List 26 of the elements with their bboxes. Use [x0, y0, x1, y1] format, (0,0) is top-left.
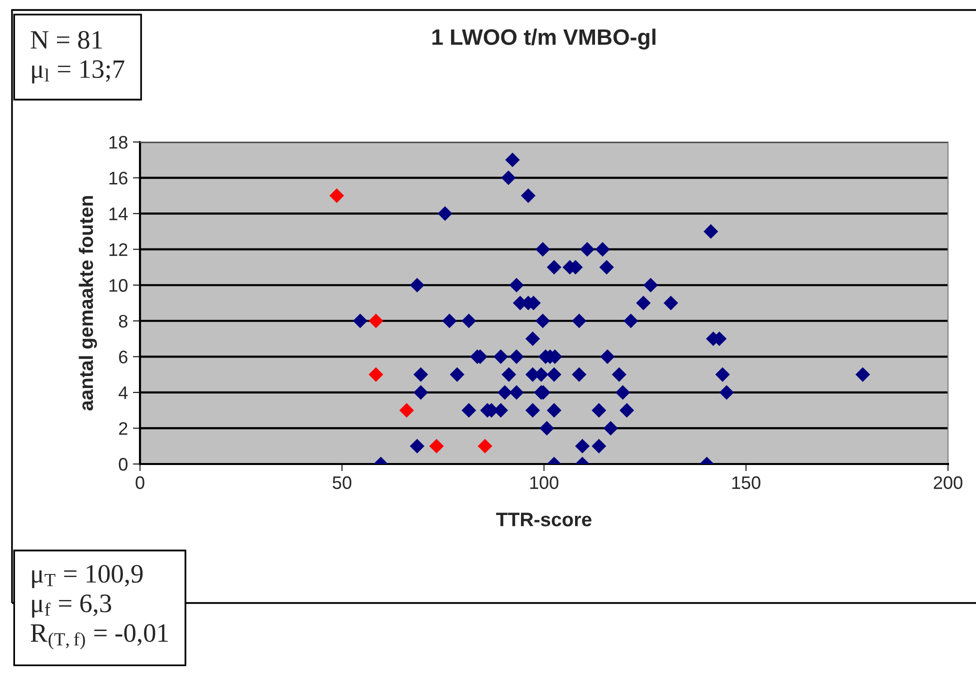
point	[399, 403, 414, 418]
x-tick-label: 150	[732, 476, 760, 490]
y-tick-label: 2	[119, 422, 128, 435]
text: μ$_{T}$ = 100,9 μ$_{f}$ = 6,3 R$_{(T,f)}$ = -0,01	[30, 564, 168, 650]
text: N = 81 μ$_{l}$ = 13;7	[30, 30, 124, 84]
point	[368, 314, 384, 328]
y-axis-title: aantal gemaakte fouten	[78, 196, 97, 410]
x-tick-label: 0	[136, 476, 144, 490]
y-tick-label: 12	[109, 243, 128, 256]
point	[368, 367, 384, 382]
point	[329, 188, 344, 203]
y-tick-label: 16	[109, 172, 128, 184]
x-axis-title: TTR-score	[496, 512, 592, 526]
x-tick-label: 100	[530, 476, 558, 490]
y-tick-label: 6	[119, 350, 128, 364]
y-tick-label: 10	[109, 279, 128, 292]
point	[429, 438, 444, 454]
x-tick-label: 50	[332, 476, 352, 490]
point	[478, 438, 492, 454]
y-tick-label: 4	[118, 386, 128, 399]
y-tick-label: 14	[109, 208, 128, 220]
y-tick-label: 18	[109, 136, 128, 149]
y-tick-label: 0	[118, 458, 128, 471]
chart-title: 1 LWOO t/m VMBO-gl	[432, 28, 656, 50]
x-tick-label: 200	[934, 476, 962, 490]
y-tick-label: 8	[118, 314, 128, 328]
